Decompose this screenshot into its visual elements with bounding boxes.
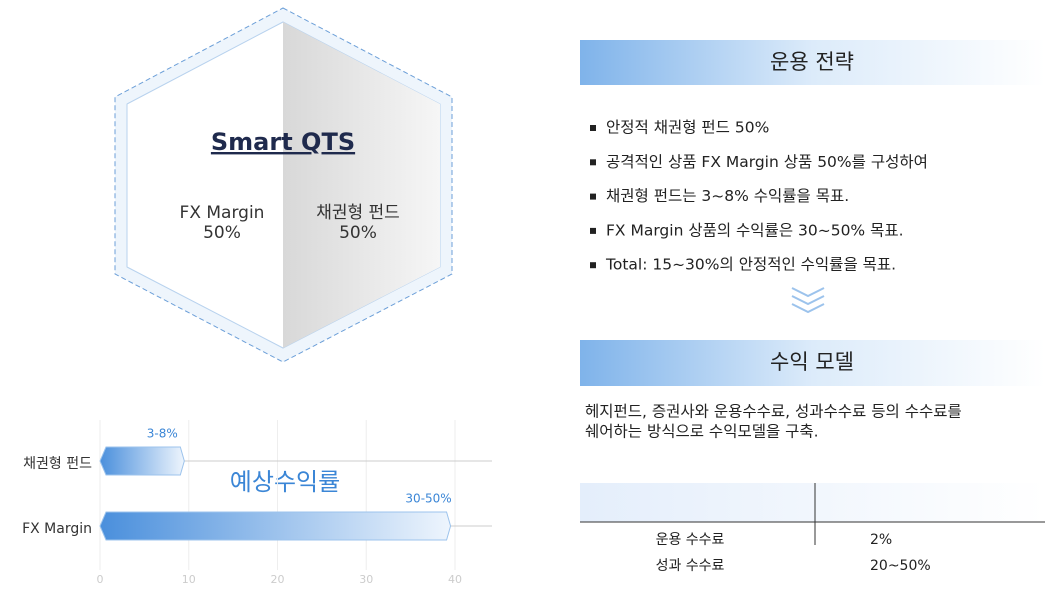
- table-cell: 2%: [870, 532, 892, 548]
- hex-label: 50%: [339, 223, 377, 243]
- bullet-text: FX Margin 상품의 수익률은 30~50% 목표.: [606, 221, 904, 239]
- table-cell: 20~50%: [870, 558, 931, 574]
- y-tick-label: FX Margin: [22, 521, 92, 537]
- paragraph: 쉐어하는 방식으로 수익모델을 구축.: [585, 423, 819, 441]
- chevron: [791, 303, 825, 314]
- bullet-text: 채권형 펀드는 3~8% 수익률을 목표.: [606, 187, 849, 205]
- x-tick-label: 40: [448, 573, 462, 585]
- bullet: [590, 159, 596, 166]
- hex-label: FX Margin: [180, 203, 265, 223]
- bar: [99, 511, 452, 541]
- section-header: [580, 40, 1045, 85]
- x-tick-label: 30: [359, 573, 373, 585]
- hex-label: 채권형 펀드: [316, 203, 400, 223]
- bullet: [590, 125, 596, 131]
- chart-title: 예상수익률: [230, 468, 340, 496]
- bullet-text: 안정적 채권형 펀드 50%: [606, 119, 769, 137]
- bullet-text: Total: 15~30%의 안정적인 수익률을 목표.: [605, 256, 896, 274]
- annotation: 3-8%: [147, 427, 178, 441]
- section-header: [580, 340, 1045, 386]
- bullet: [590, 262, 596, 269]
- hex-title: Smart QTS: [211, 128, 355, 156]
- table-cell: 운용 수수료: [656, 532, 725, 548]
- table-cell: 성과 수수료: [656, 558, 725, 574]
- bullet: [590, 227, 596, 234]
- x-tick-label: 10: [182, 573, 196, 585]
- chevron: [791, 287, 825, 298]
- bar: [99, 446, 185, 476]
- bullet-text: 공격적인 상품 FX Margin 상품 50%를 구성하여: [606, 153, 928, 171]
- hexagon-half: [283, 22, 440, 348]
- chevron: [791, 295, 825, 306]
- paragraph: 헤지펀드, 증권사와 운용수수료, 성과수수료 등의 수수료를: [585, 403, 962, 421]
- annotation: 30-50%: [405, 492, 451, 506]
- section-title: 수익 모델: [770, 350, 854, 374]
- section-title: 운용 전략: [770, 50, 854, 74]
- x-tick-label: 0: [97, 573, 104, 585]
- table-header: [580, 483, 1045, 522]
- bullet: [590, 193, 596, 200]
- hex-label: 50%: [203, 223, 241, 243]
- y-tick-label: 채권형 펀드: [23, 456, 92, 472]
- x-tick-label: 20: [271, 573, 285, 585]
